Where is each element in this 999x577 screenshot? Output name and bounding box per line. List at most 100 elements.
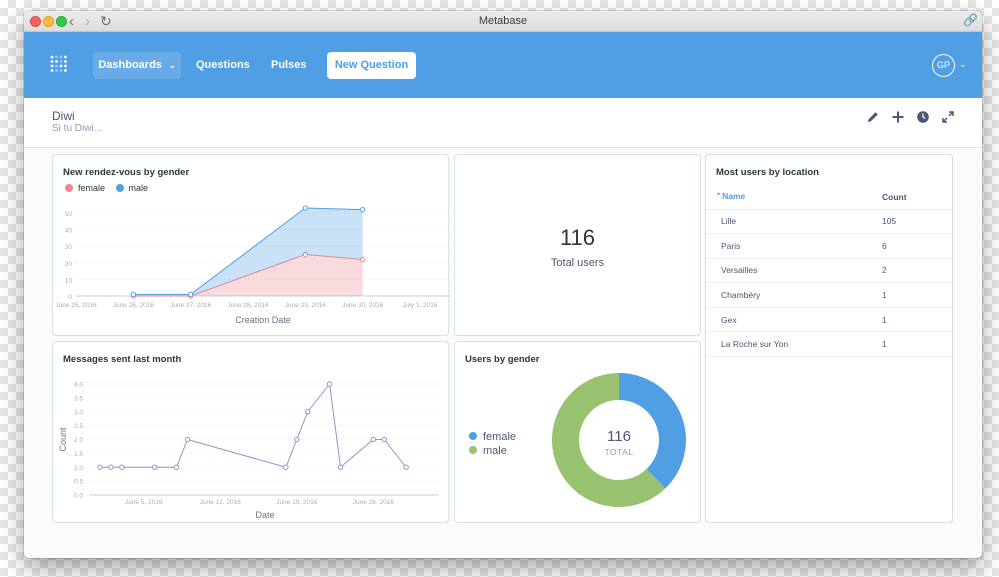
metabase-logo-icon[interactable] <box>50 55 68 73</box>
messages-card[interactable]: Messages sent last month 0.0 0.5 1.0 1.5 2.0… <box>52 341 449 523</box>
dashboard-title: Diwi <box>52 109 75 123</box>
scalar-label: Total users <box>550 257 605 269</box>
forward-arrow-icon[interactable]: › <box>85 13 90 30</box>
new-question-button[interactable]: New Question <box>327 52 416 79</box>
y-tick-label: 2.5 <box>74 423 83 430</box>
donut-slice-male[interactable] <box>551 373 666 507</box>
cell-name: Gex <box>706 307 882 333</box>
legend-item-male[interactable]: male <box>115 183 149 193</box>
data-point[interactable] <box>108 464 114 470</box>
data-point[interactable] <box>294 436 300 443</box>
y-tick-label: 4.0 <box>74 382 83 389</box>
x-tick-label: June 5, 2016 <box>125 499 163 506</box>
table-row[interactable]: Lille 105 <box>706 209 952 235</box>
cell-count: 105 <box>882 209 952 235</box>
cell-name: La Roche sur Yon <box>706 331 882 358</box>
sort-asc-icon: ⌃ <box>715 191 723 202</box>
data-point-female[interactable] <box>359 256 366 263</box>
y-tick-label: 3.0 <box>74 409 83 416</box>
legend-label: male <box>128 183 149 193</box>
column-header-name[interactable]: ⌃Name <box>706 185 882 210</box>
fullscreen-icon[interactable] <box>941 110 955 124</box>
gender-card[interactable]: Users by gender female male 116 TOTAL <box>454 341 701 523</box>
legend-item-male[interactable]: male <box>469 444 516 458</box>
data-point[interactable] <box>326 381 333 387</box>
data-point[interactable] <box>97 464 103 470</box>
x-tick-label: June 19, 2016 <box>276 499 318 506</box>
dashboards-menu-button[interactable]: Dashboards ⌄ <box>93 52 181 79</box>
table-row[interactable]: La Roche sur Yon 1 <box>706 331 952 358</box>
dashboard-header: Diwi Si tu Diwi... <box>24 98 982 148</box>
table-row[interactable]: Versailles 2 <box>706 258 952 284</box>
y-tick-label: 1.0 <box>74 465 83 472</box>
data-point[interactable] <box>403 464 409 470</box>
cell-count: 6 <box>882 233 952 259</box>
user-avatar[interactable]: GP <box>932 54 955 77</box>
total-users-card[interactable]: 116 Total users <box>454 154 701 336</box>
minimize-window-button[interactable] <box>43 16 54 27</box>
column-header-count[interactable]: Count <box>882 185 952 210</box>
legend-dot <box>115 184 124 192</box>
legend-label: male <box>483 445 507 457</box>
cell-count: 1 <box>882 307 952 333</box>
y-tick-label: 0.0 <box>74 493 83 500</box>
dashboard-description: Si tu Diwi... <box>52 123 103 134</box>
x-axis-label: Creation Date <box>235 315 291 325</box>
y-tick-label: 30 <box>65 244 73 251</box>
y-tick-label: 1.5 <box>74 451 83 458</box>
table-row[interactable]: Chambéry 1 <box>706 282 952 308</box>
pulses-link[interactable]: Pulses <box>271 59 307 71</box>
legend-label: female <box>483 431 517 443</box>
x-tick-label: June 25, 2016 <box>55 302 97 309</box>
questions-link[interactable]: Questions <box>196 59 250 71</box>
cell-name: Versailles <box>706 258 882 284</box>
dashboards-label: Dashboards <box>98 59 162 71</box>
data-point[interactable] <box>184 436 191 443</box>
pencil-icon[interactable] <box>866 110 880 124</box>
table-row[interactable]: Paris 6 <box>706 233 952 259</box>
link-icon[interactable]: 🔗 <box>963 13 978 27</box>
donut-slice-female[interactable] <box>619 373 686 489</box>
x-tick-label: June 26, 2016 <box>113 302 155 309</box>
rendez-vous-card[interactable]: New rendez-vous by gender female male 0 1… <box>52 154 450 336</box>
chart-legend: female male <box>65 183 156 193</box>
data-point[interactable] <box>283 464 289 470</box>
chevron-down-icon[interactable]: ⌄ <box>959 59 967 69</box>
data-point[interactable] <box>305 409 311 415</box>
legend-item-female[interactable]: female <box>469 430 516 444</box>
data-point-male[interactable] <box>302 205 309 211</box>
x-tick-label: June 29, 2016 <box>285 302 327 309</box>
donut-chart <box>551 373 686 507</box>
app-navbar: Dashboards ⌄ Questions Pulses New Questi… <box>24 32 982 98</box>
data-point[interactable] <box>337 464 344 470</box>
data-point[interactable] <box>173 464 180 470</box>
data-point-male[interactable] <box>359 206 366 213</box>
data-point[interactable] <box>119 464 125 470</box>
data-point[interactable] <box>370 436 377 443</box>
data-point[interactable] <box>381 436 387 443</box>
legend-item-female[interactable]: female <box>65 183 105 193</box>
pie-legend: female male <box>469 430 516 458</box>
location-table-card[interactable]: Most users by location ⌃Name Count Lille… <box>705 154 953 523</box>
plus-icon[interactable] <box>891 110 905 124</box>
card-title: Users by gender <box>465 354 540 365</box>
data-point-female[interactable] <box>302 251 309 258</box>
y-tick-label: 3.5 <box>74 395 83 402</box>
area-male <box>133 208 363 296</box>
x-tick-label: July 1, 2016 <box>402 302 437 309</box>
scalar-value: 116 <box>559 225 596 250</box>
legend-dot <box>469 432 477 440</box>
zoom-window-button[interactable] <box>56 16 67 27</box>
series-line <box>100 382 407 469</box>
data-point[interactable] <box>151 464 158 470</box>
clock-icon[interactable] <box>916 110 930 124</box>
data-point-male[interactable] <box>130 291 137 298</box>
close-window-button[interactable] <box>30 16 41 27</box>
window-title: Metabase <box>478 15 528 27</box>
browser-window: ‹ › ↻ Metabase 🔗 Dashboards ⌄ Questions … <box>24 11 982 558</box>
reload-icon[interactable]: ↻ <box>100 13 112 29</box>
data-point-male[interactable] <box>187 291 194 298</box>
back-arrow-icon[interactable]: ‹ <box>69 13 74 30</box>
table-row[interactable]: Gex 1 <box>706 307 952 333</box>
y-tick-label: 2.0 <box>74 437 83 444</box>
